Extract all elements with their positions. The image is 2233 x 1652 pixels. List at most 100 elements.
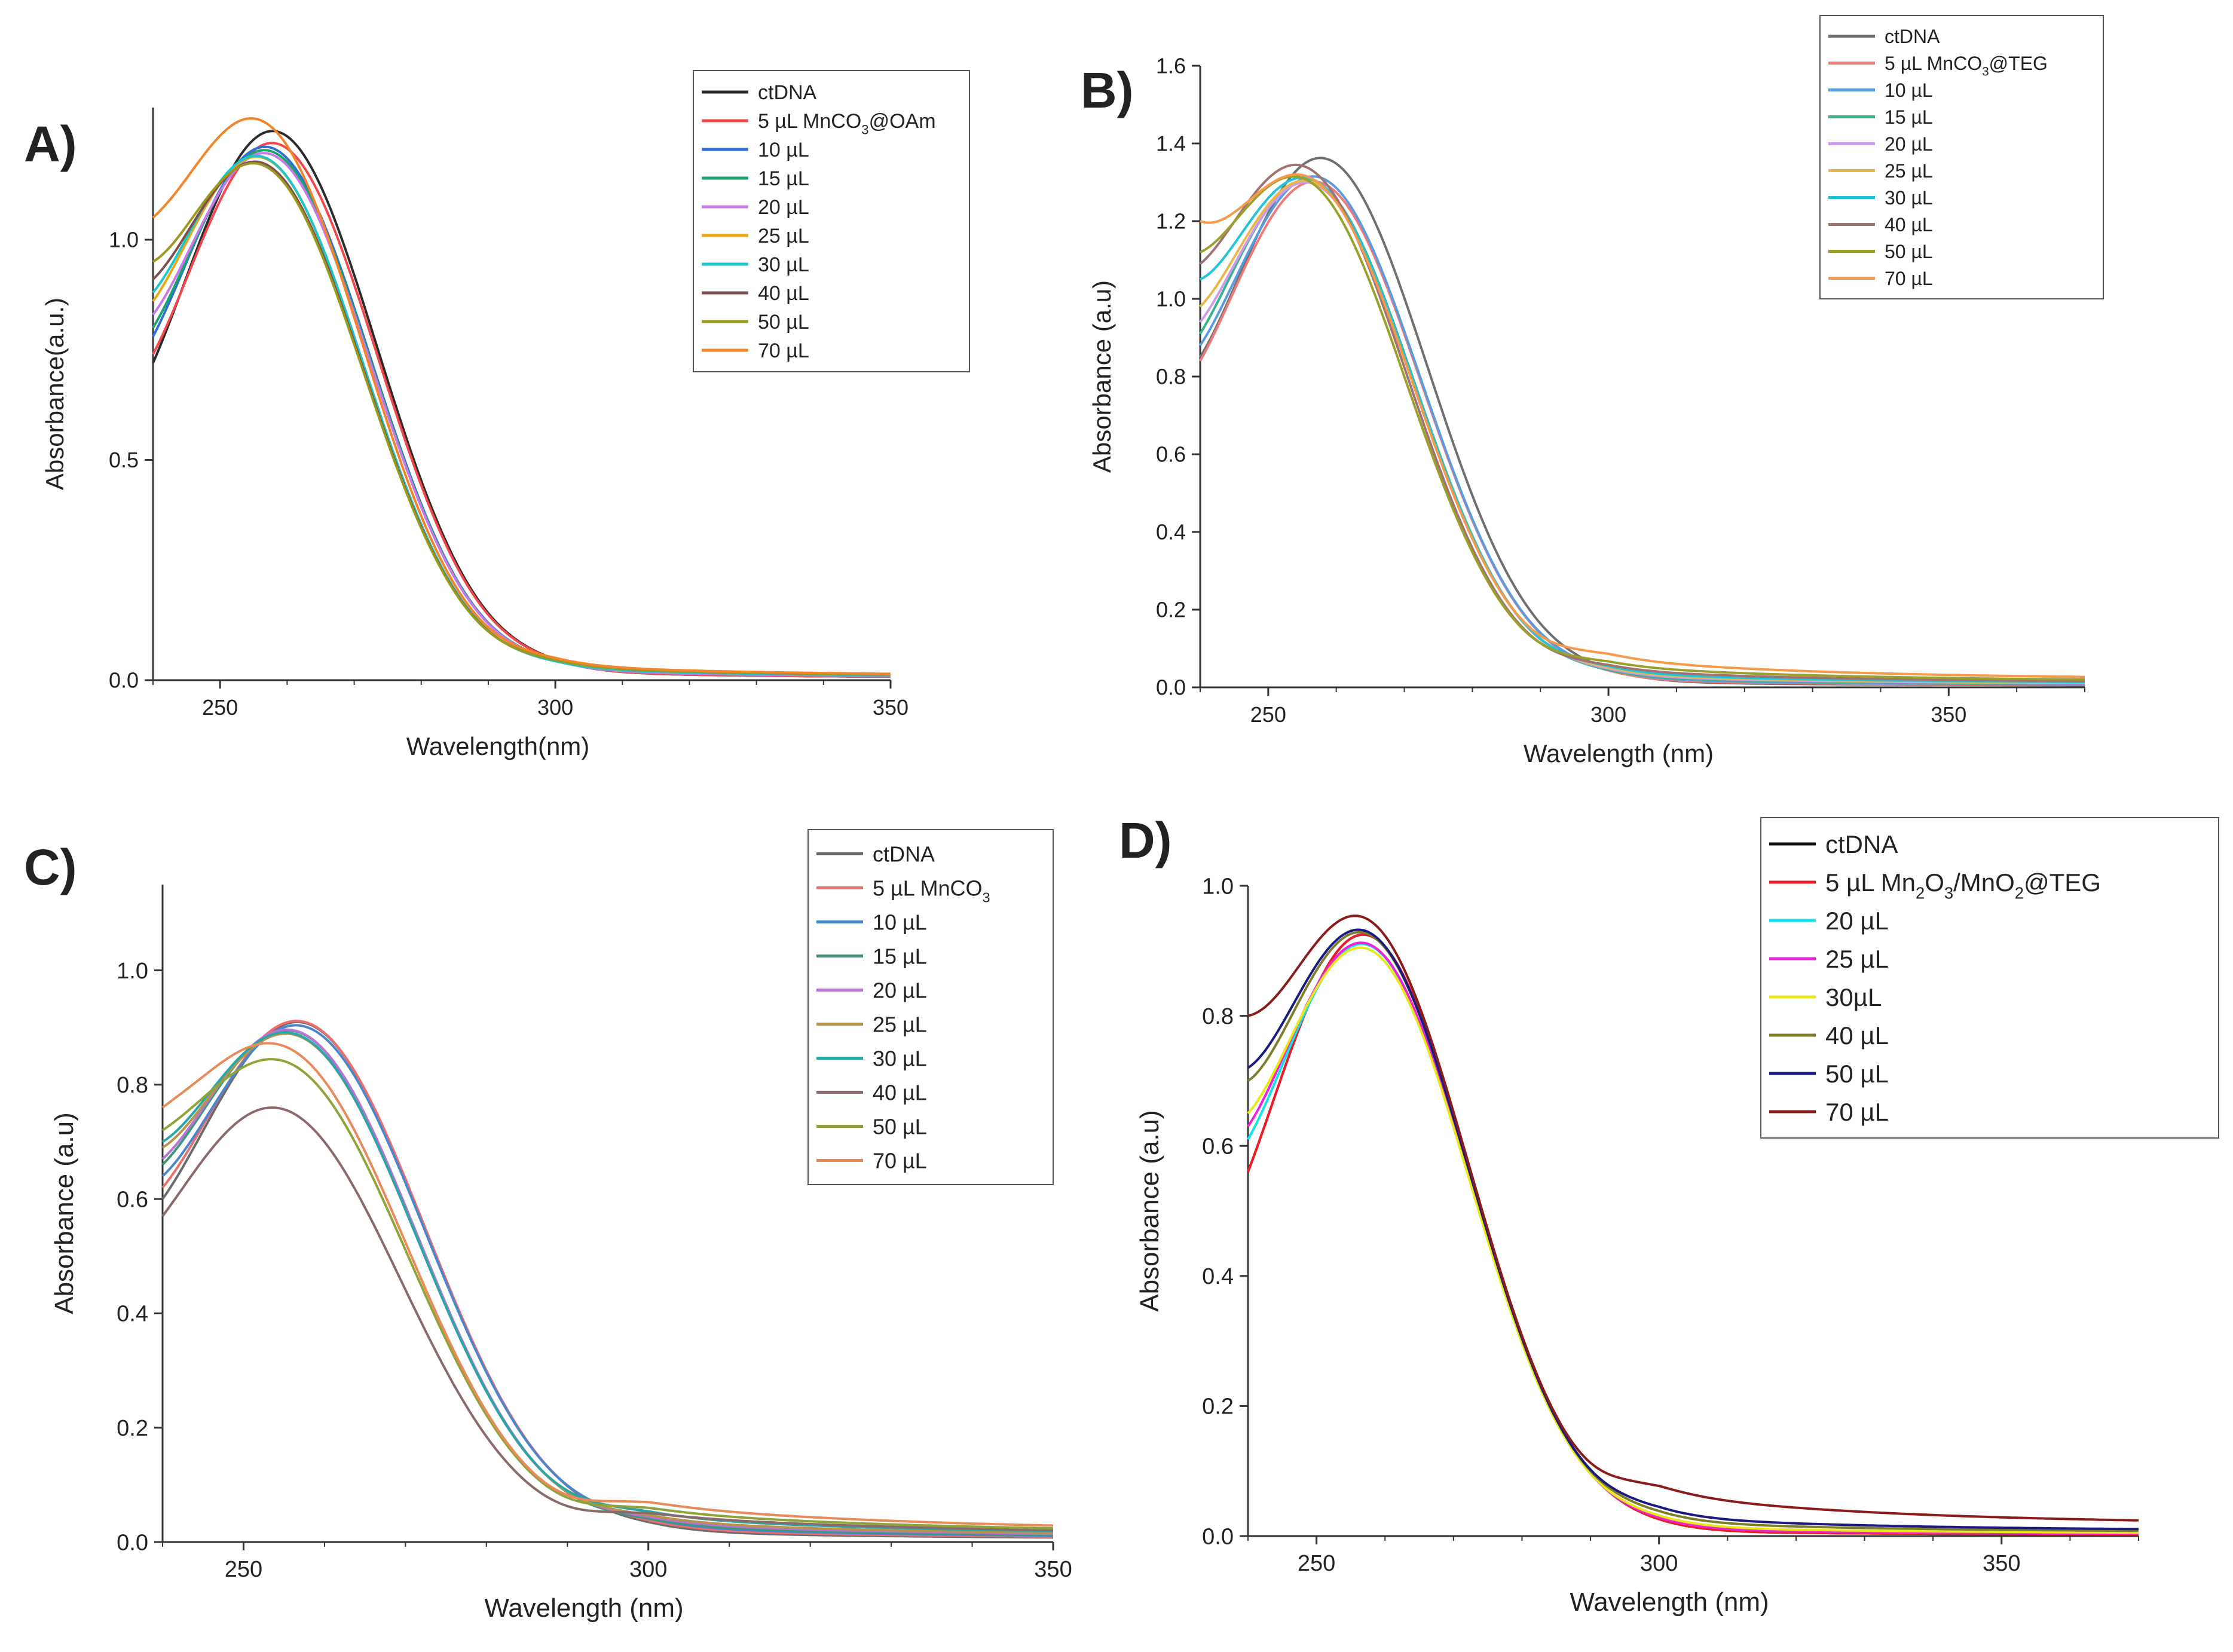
- x-tick-label: 350: [1931, 702, 1966, 727]
- legend-entry: 5 µL MnCO3​@OAm: [758, 110, 936, 137]
- legend-entry: 20 µL: [873, 978, 927, 1002]
- legend-entry: 25 µL: [873, 1012, 927, 1036]
- chart-panel-2: B) 250 300 350 0.0 0.2 0.4 0.6 0.8 1.0 1.2 1.4 1.6 Wa…: [1081, 15, 2104, 767]
- legend-entry: 70 µL: [1825, 1098, 1889, 1126]
- legend-entry: 30 µL: [873, 1046, 927, 1070]
- x-tick-label: 250: [1250, 702, 1286, 727]
- x-axis-label: Wavelength(nm): [406, 732, 590, 760]
- legend-entry: ctDNA: [873, 842, 935, 866]
- y-tick-label: 0.2: [117, 1416, 148, 1441]
- y-tick-label: 0.8: [1156, 365, 1186, 389]
- legend-entry: 20 µL: [1825, 907, 1889, 935]
- series-lines: [152, 117, 891, 678]
- x-tick-label: 250: [225, 1557, 262, 1582]
- legend-entry: 70 µL: [758, 339, 809, 362]
- legend-entry: 40 µL: [1825, 1021, 1889, 1050]
- chart-panel-3: C) 250 300 350 0.0 0.2 0.4 0.6 0.8 1.0 Wavelength …: [24, 829, 1072, 1623]
- legend-entry: 30 µL: [1885, 187, 1933, 209]
- series-line: [1247, 946, 2139, 1534]
- legend-entry: 10 µL: [758, 139, 809, 161]
- y-tick-label: 0.5: [109, 448, 139, 472]
- y-axis-label: Absorbance (a.u): [1088, 280, 1116, 473]
- legend-entry: 40 µL: [873, 1080, 927, 1105]
- y-tick-label: 0.0: [117, 1530, 148, 1555]
- legend-entry: ctDNA: [1825, 830, 1898, 858]
- y-tick-label: 1.0: [1156, 287, 1186, 311]
- y-tick-label: 0.6: [117, 1187, 148, 1212]
- legend-entry: 5 µL MnCO3​: [873, 876, 990, 905]
- legend-box: [1760, 817, 2219, 1139]
- legend-entry: 5 µL MnCO3​@TEG: [1885, 53, 2048, 79]
- y-tick-label: 0.8: [1202, 1004, 1234, 1029]
- y-tick-label: 1.6: [1156, 54, 1186, 78]
- legend-entry: 10 µL: [873, 910, 927, 934]
- panel-letter: A): [24, 116, 77, 172]
- series-lines: [161, 1020, 1054, 1539]
- legend-entry: 50 µL: [1885, 241, 1933, 262]
- series-line: [161, 1106, 1054, 1532]
- y-tick-label: 0.8: [117, 1073, 148, 1098]
- series-line: [1200, 173, 2085, 678]
- legend-entry: 30µL: [1825, 983, 1882, 1011]
- legend-entry: 50 µL: [758, 311, 809, 334]
- x-axis-label: Wavelength (nm): [1570, 1587, 1769, 1617]
- x-tick-label: 250: [1298, 1551, 1335, 1576]
- legend: ctDNA 5 µL Mn2​O3​/MnO2​@TEG 20 µL 25 µL 30µ…: [1760, 817, 2219, 1139]
- y-tick-label: 0.6: [1156, 442, 1186, 467]
- x-tick-label: 350: [1983, 1551, 2020, 1576]
- series-line: [1247, 928, 2139, 1531]
- legend-entry: 10 µL: [1885, 79, 1933, 101]
- legend-entry: 40 µL: [1885, 214, 1933, 235]
- y-tick-label: 1.0: [117, 959, 148, 984]
- panel-letter: D): [1119, 812, 1172, 868]
- legend-entry: ctDNA: [758, 81, 817, 104]
- series-lines: [1199, 157, 2085, 687]
- legend-entry: 15 µL: [873, 944, 927, 968]
- legend-entry: 15 µL: [758, 167, 809, 190]
- legend-entry: 25 µL: [1825, 945, 1889, 973]
- y-tick-label: 1.4: [1156, 131, 1186, 156]
- y-tick-label: 0.4: [117, 1302, 148, 1327]
- x-tick-label: 250: [202, 695, 238, 720]
- series-line: [152, 117, 891, 675]
- y-axis-label: Absorbance (a.u): [1135, 1110, 1164, 1312]
- legend-entry: ctDNA: [1885, 26, 1940, 47]
- y-tick-label: 0.0: [1156, 675, 1186, 700]
- y-tick-label: 1.0: [1202, 874, 1234, 899]
- y-tick-label: 0.6: [1202, 1134, 1234, 1160]
- chart-panel-1: A) 250 300 350 0.0 0.5 1.0 Wavelength(nm) Absorb…: [24, 70, 970, 760]
- x-tick-label: 350: [873, 695, 909, 720]
- y-tick-label: 0.2: [1202, 1394, 1234, 1420]
- legend-entry: 70 µL: [873, 1148, 927, 1173]
- x-tick-label: 300: [1590, 702, 1626, 727]
- y-tick-label: 1.0: [109, 228, 139, 252]
- x-axis-label: Wavelength (nm): [484, 1593, 683, 1623]
- series-line: [161, 1042, 1054, 1527]
- x-tick-label: 300: [537, 695, 573, 720]
- y-tick-label: 0.0: [109, 668, 139, 693]
- legend-entry: 25 µL: [1885, 160, 1933, 182]
- y-tick-label: 0.4: [1156, 520, 1186, 544]
- legend-entry: 5 µL Mn2​O3​/MnO2​@TEG: [1825, 868, 2101, 903]
- panel-letter: C): [24, 839, 77, 895]
- y-axis-label: Absorbance(a.u.): [41, 298, 69, 490]
- x-axis-label: Wavelength (nm): [1524, 739, 1714, 767]
- chart-panel-4: D) 250 300 350 0.0 0.2 0.4 0.6 0.8 1.0 Wavelength …: [1119, 812, 2219, 1617]
- series-line: [161, 1058, 1054, 1530]
- legend-entry: 30 µL: [758, 253, 809, 276]
- series-line: [1247, 914, 2139, 1522]
- legend-entry: 20 µL: [1885, 133, 1933, 155]
- y-tick-label: 0.4: [1202, 1264, 1234, 1289]
- legend-entry: 40 µL: [758, 282, 809, 305]
- y-axis-label: Absorbance (a.u): [50, 1112, 79, 1314]
- legend-entry: 20 µL: [758, 196, 809, 219]
- y-tick-label: 0.0: [1202, 1524, 1234, 1549]
- y-tick-label: 0.2: [1156, 598, 1186, 622]
- x-tick-label: 300: [629, 1557, 667, 1582]
- panel-letter: B): [1081, 62, 1134, 118]
- legend-entry: 70 µL: [1885, 268, 1933, 289]
- x-tick-label: 350: [1034, 1557, 1072, 1582]
